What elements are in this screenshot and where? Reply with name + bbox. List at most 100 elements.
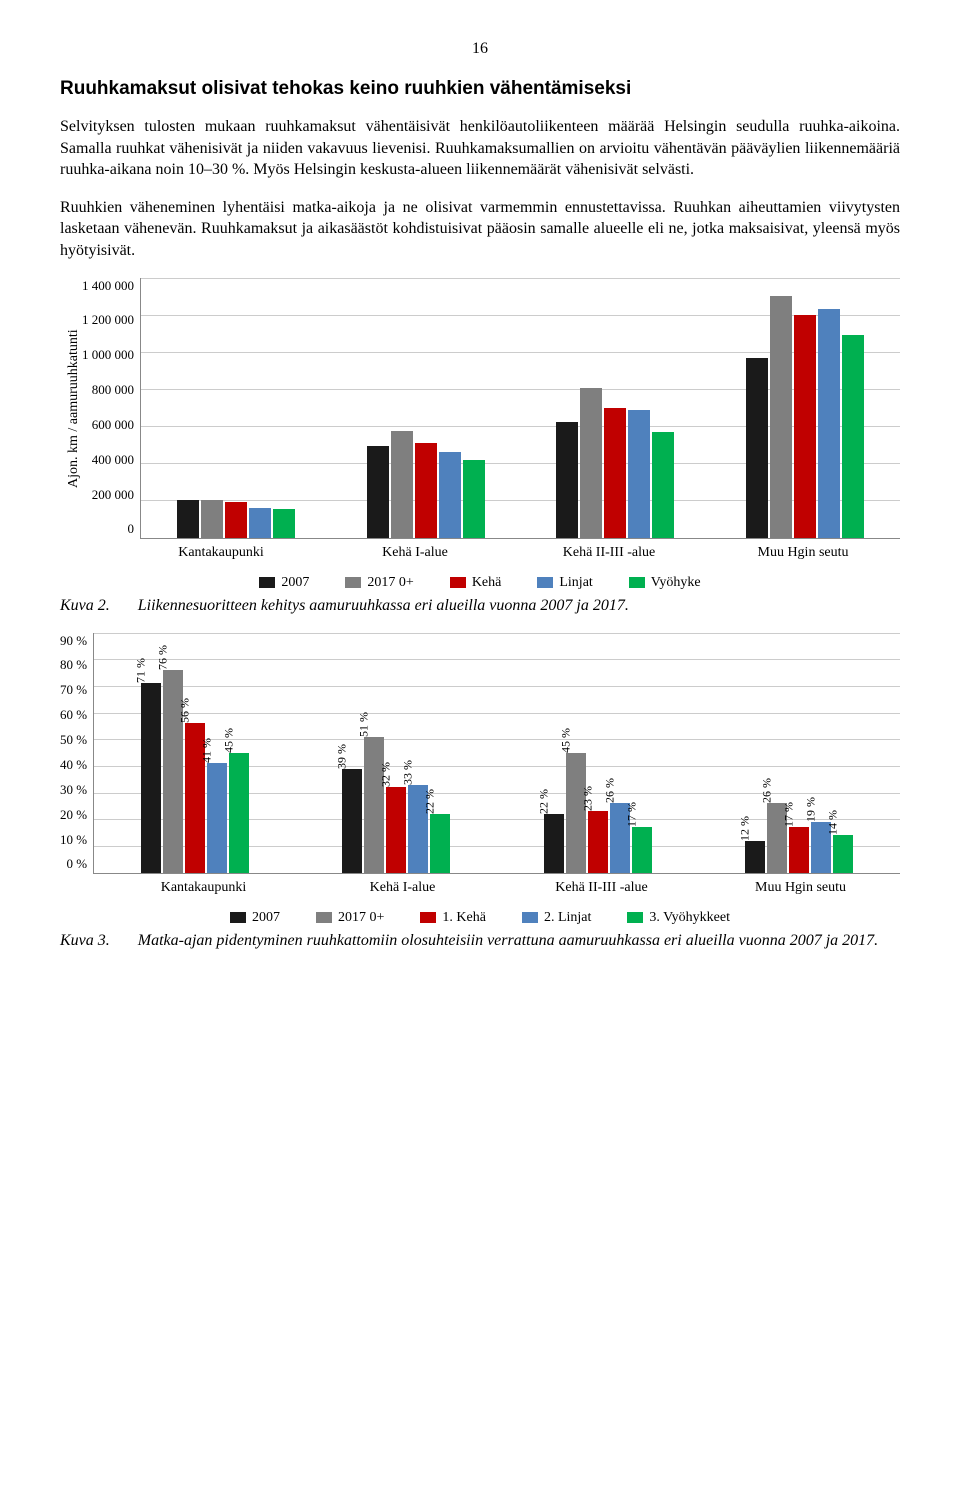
bar-value-label: 32 %	[379, 762, 394, 787]
chart1-ylabel: Ajon. km / aamuruuhkatunti	[60, 278, 82, 539]
legend-item: 2007	[259, 575, 309, 591]
figure3-text: Matka-ajan pidentyminen ruuhkattomiin ol…	[138, 932, 900, 950]
legend-item: 2. Linjat	[522, 910, 591, 926]
legend-swatch	[627, 912, 643, 923]
chart1-yaxis: 1 400 0001 200 0001 000 000800 000600 00…	[82, 278, 140, 538]
bar-group	[177, 278, 295, 538]
bar-value-label: 12 %	[738, 816, 753, 841]
bar	[818, 309, 840, 537]
bar-group: 71 %76 %56 %41 %45 %	[141, 633, 249, 873]
chart2-xaxis: KantakaupunkiKehä I-alueKehä II-III -alu…	[104, 880, 900, 896]
bar-group: 39 %51 %32 %33 %22 %	[342, 633, 450, 873]
bar: 22 %	[430, 814, 450, 873]
legend-swatch	[345, 577, 361, 588]
ytick: 30 %	[60, 782, 87, 798]
bar	[628, 410, 650, 537]
section-heading: Ruuhkamaksut olisivat tehokas keino ruuh…	[60, 78, 900, 100]
bar	[842, 335, 864, 537]
ytick: 600 000	[92, 417, 134, 433]
body-paragraph-2: Ruuhkien väheneminen lyhentäisi matka-ai…	[60, 197, 900, 262]
legend-label: 2007	[281, 575, 309, 591]
bar	[249, 508, 271, 538]
xtick: Kehä II-III -alue	[502, 880, 701, 896]
bar-value-label: 45 %	[558, 728, 573, 753]
chart-travel-time: 90 %80 %70 %60 %50 %40 %30 %20 %10 %0 % …	[60, 633, 900, 926]
bar	[367, 446, 389, 538]
legend-label: 2007	[252, 910, 280, 926]
bar	[177, 500, 199, 537]
legend-label: 2017 0+	[367, 575, 413, 591]
bar-value-label: 14 %	[826, 810, 841, 835]
bar-value-label: 41 %	[199, 738, 214, 763]
legend-item: 2007	[230, 910, 280, 926]
bar-group: 22 %45 %23 %26 %17 %	[544, 633, 652, 873]
ytick: 70 %	[60, 682, 87, 698]
ytick: 60 %	[60, 707, 87, 723]
bar	[770, 296, 792, 537]
legend-swatch	[259, 577, 275, 588]
xtick: Kehä I-alue	[303, 880, 502, 896]
bar: 51 %	[364, 737, 384, 873]
bar	[463, 460, 485, 538]
xtick: Muu Hgin seutu	[706, 545, 900, 561]
ytick: 1 200 000	[82, 312, 134, 328]
xtick: Kantakaupunki	[104, 880, 303, 896]
bar	[604, 408, 626, 538]
bar-value-label: 23 %	[580, 786, 595, 811]
bar-value-label: 19 %	[804, 797, 819, 822]
ytick: 1 400 000	[82, 278, 134, 294]
figure2-label: Kuva 2.	[60, 597, 110, 615]
ytick: 80 %	[60, 657, 87, 673]
legend-item: 3. Vyöhykkeet	[627, 910, 730, 926]
ytick: 10 %	[60, 832, 87, 848]
legend-label: Linjat	[559, 575, 592, 591]
bar	[794, 315, 816, 538]
xtick: Kantakaupunki	[124, 545, 318, 561]
legend-item: Linjat	[537, 575, 592, 591]
bar	[225, 502, 247, 537]
legend-item: Kehä	[450, 575, 502, 591]
bar	[201, 500, 223, 538]
legend-swatch	[420, 912, 436, 923]
bar: 14 %	[833, 835, 853, 872]
legend-swatch	[450, 577, 466, 588]
ytick: 0 %	[67, 856, 88, 872]
legend-label: 2. Linjat	[544, 910, 591, 926]
bar-value-label: 22 %	[536, 789, 551, 814]
bar-group	[367, 278, 485, 538]
legend-label: Vyöhyke	[651, 575, 701, 591]
legend-label: 2017 0+	[338, 910, 384, 926]
bar	[391, 431, 413, 538]
figure2-caption: Kuva 2. Liikennesuoritteen kehitys aamur…	[60, 597, 900, 615]
legend-swatch	[230, 912, 246, 923]
legend-item: Vyöhyke	[629, 575, 701, 591]
bar	[556, 422, 578, 537]
ytick: 90 %	[60, 633, 87, 649]
bar	[746, 358, 768, 537]
chart2-yaxis: 90 %80 %70 %60 %50 %40 %30 %20 %10 %0 %	[60, 633, 93, 873]
bar-value-label: 33 %	[401, 760, 416, 785]
bar: 17 %	[632, 827, 652, 872]
legend-swatch	[629, 577, 645, 588]
bar	[415, 443, 437, 538]
bar-value-label: 17 %	[782, 802, 797, 827]
xtick: Muu Hgin seutu	[701, 880, 900, 896]
legend-item: 2017 0+	[316, 910, 384, 926]
ytick: 0	[128, 521, 135, 537]
chart2-legend: 20072017 0+1. Kehä2. Linjat3. Vyöhykkeet	[60, 910, 900, 926]
bar-value-label: 71 %	[133, 658, 148, 683]
chart-traffic-volume: Ajon. km / aamuruuhkatunti 1 400 000 1 20…	[60, 278, 900, 591]
bar: 71 %	[141, 683, 161, 872]
bar: 22 %	[544, 814, 564, 873]
legend-swatch	[522, 912, 538, 923]
bar: 12 %	[745, 841, 765, 873]
ytick: 800 000	[92, 382, 134, 398]
bar-value-label: 51 %	[357, 712, 372, 737]
ytick: 400 000	[92, 452, 134, 468]
ytick: 50 %	[60, 732, 87, 748]
bar: 23 %	[588, 811, 608, 872]
legend-swatch	[537, 577, 553, 588]
bar-value-label: 56 %	[177, 698, 192, 723]
bar-value-label: 45 %	[221, 728, 236, 753]
legend-label: 3. Vyöhykkeet	[649, 910, 730, 926]
